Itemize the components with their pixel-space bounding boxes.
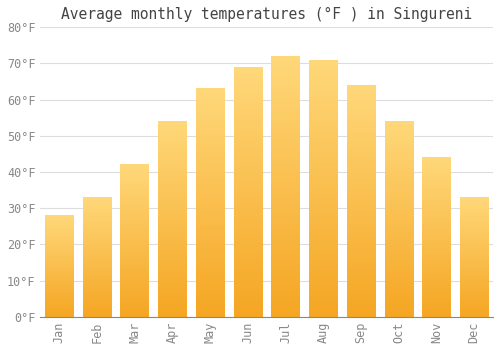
Title: Average monthly temperatures (°F ) in Singureni: Average monthly temperatures (°F ) in Si… — [61, 7, 472, 22]
Bar — [422, 158, 450, 317]
Bar — [158, 121, 186, 317]
Bar — [384, 121, 413, 317]
Bar — [83, 197, 111, 317]
Bar — [120, 165, 149, 317]
Bar — [347, 85, 375, 317]
Bar — [309, 60, 338, 317]
Bar — [45, 216, 74, 317]
Bar — [272, 56, 299, 317]
Bar — [234, 67, 262, 317]
Bar — [460, 197, 488, 317]
Bar — [196, 89, 224, 317]
